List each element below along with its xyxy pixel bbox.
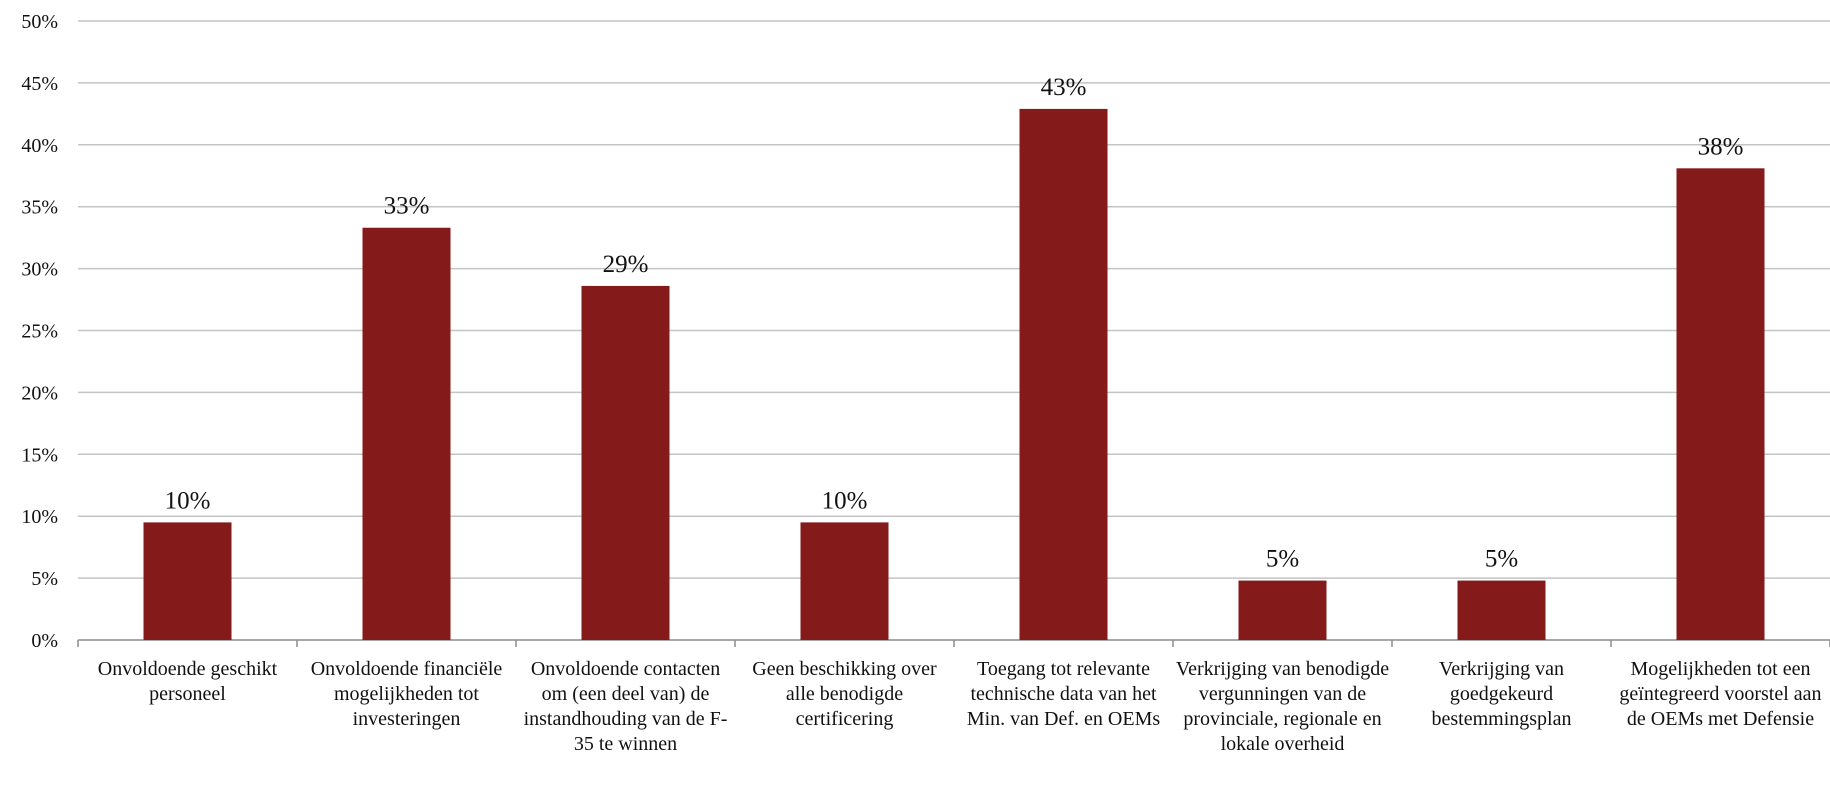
bar	[800, 522, 889, 640]
bar	[1676, 168, 1765, 640]
bar	[1019, 108, 1108, 640]
x-tick-label: Toegang tot relevante technische data va…	[966, 658, 1161, 730]
value-label: 43%	[1041, 74, 1087, 101]
value-label: 10%	[822, 487, 868, 514]
value-label: 33%	[384, 193, 430, 220]
x-tick-label: Onvoldoende financiële mogelijkheden tot…	[310, 658, 503, 730]
value-label: 29%	[603, 251, 649, 278]
x-tick-label: Verkrijging van goedgekeurd bestemmingsp…	[1431, 658, 1572, 730]
bar	[581, 285, 670, 640]
bar	[362, 227, 451, 640]
y-tick-label: 35%	[21, 197, 58, 219]
x-tick-label: Onvoldoende geschikt personeel	[97, 658, 278, 705]
value-label: 10%	[165, 487, 211, 514]
x-tick-label: Onvoldoende contacten om (een deel van) …	[523, 658, 728, 755]
y-tick-label: 0%	[31, 630, 58, 652]
y-tick-label: 50%	[21, 11, 58, 33]
y-tick-label: 45%	[21, 73, 58, 95]
y-tick-label: 30%	[21, 259, 58, 281]
x-tick-label: Mogelijkheden tot een geïntegreerd voors…	[1619, 658, 1822, 730]
y-tick-label: 20%	[21, 382, 58, 404]
bar	[143, 522, 232, 640]
bar	[1238, 580, 1327, 640]
y-tick-label: 40%	[21, 135, 58, 157]
y-tick-label: 25%	[21, 321, 58, 343]
y-tick-label: 10%	[21, 506, 58, 528]
bar	[1457, 580, 1546, 640]
value-label: 5%	[1485, 546, 1518, 573]
x-tick-label: Geen beschikking over alle benodigde cer…	[752, 658, 937, 730]
y-tick-label: 15%	[21, 444, 58, 466]
value-label: 38%	[1698, 133, 1744, 160]
x-tick-label: Verkrijging van benodigde vergunningen v…	[1175, 658, 1390, 755]
y-tick-label: 5%	[31, 568, 58, 590]
value-label: 5%	[1266, 546, 1299, 573]
